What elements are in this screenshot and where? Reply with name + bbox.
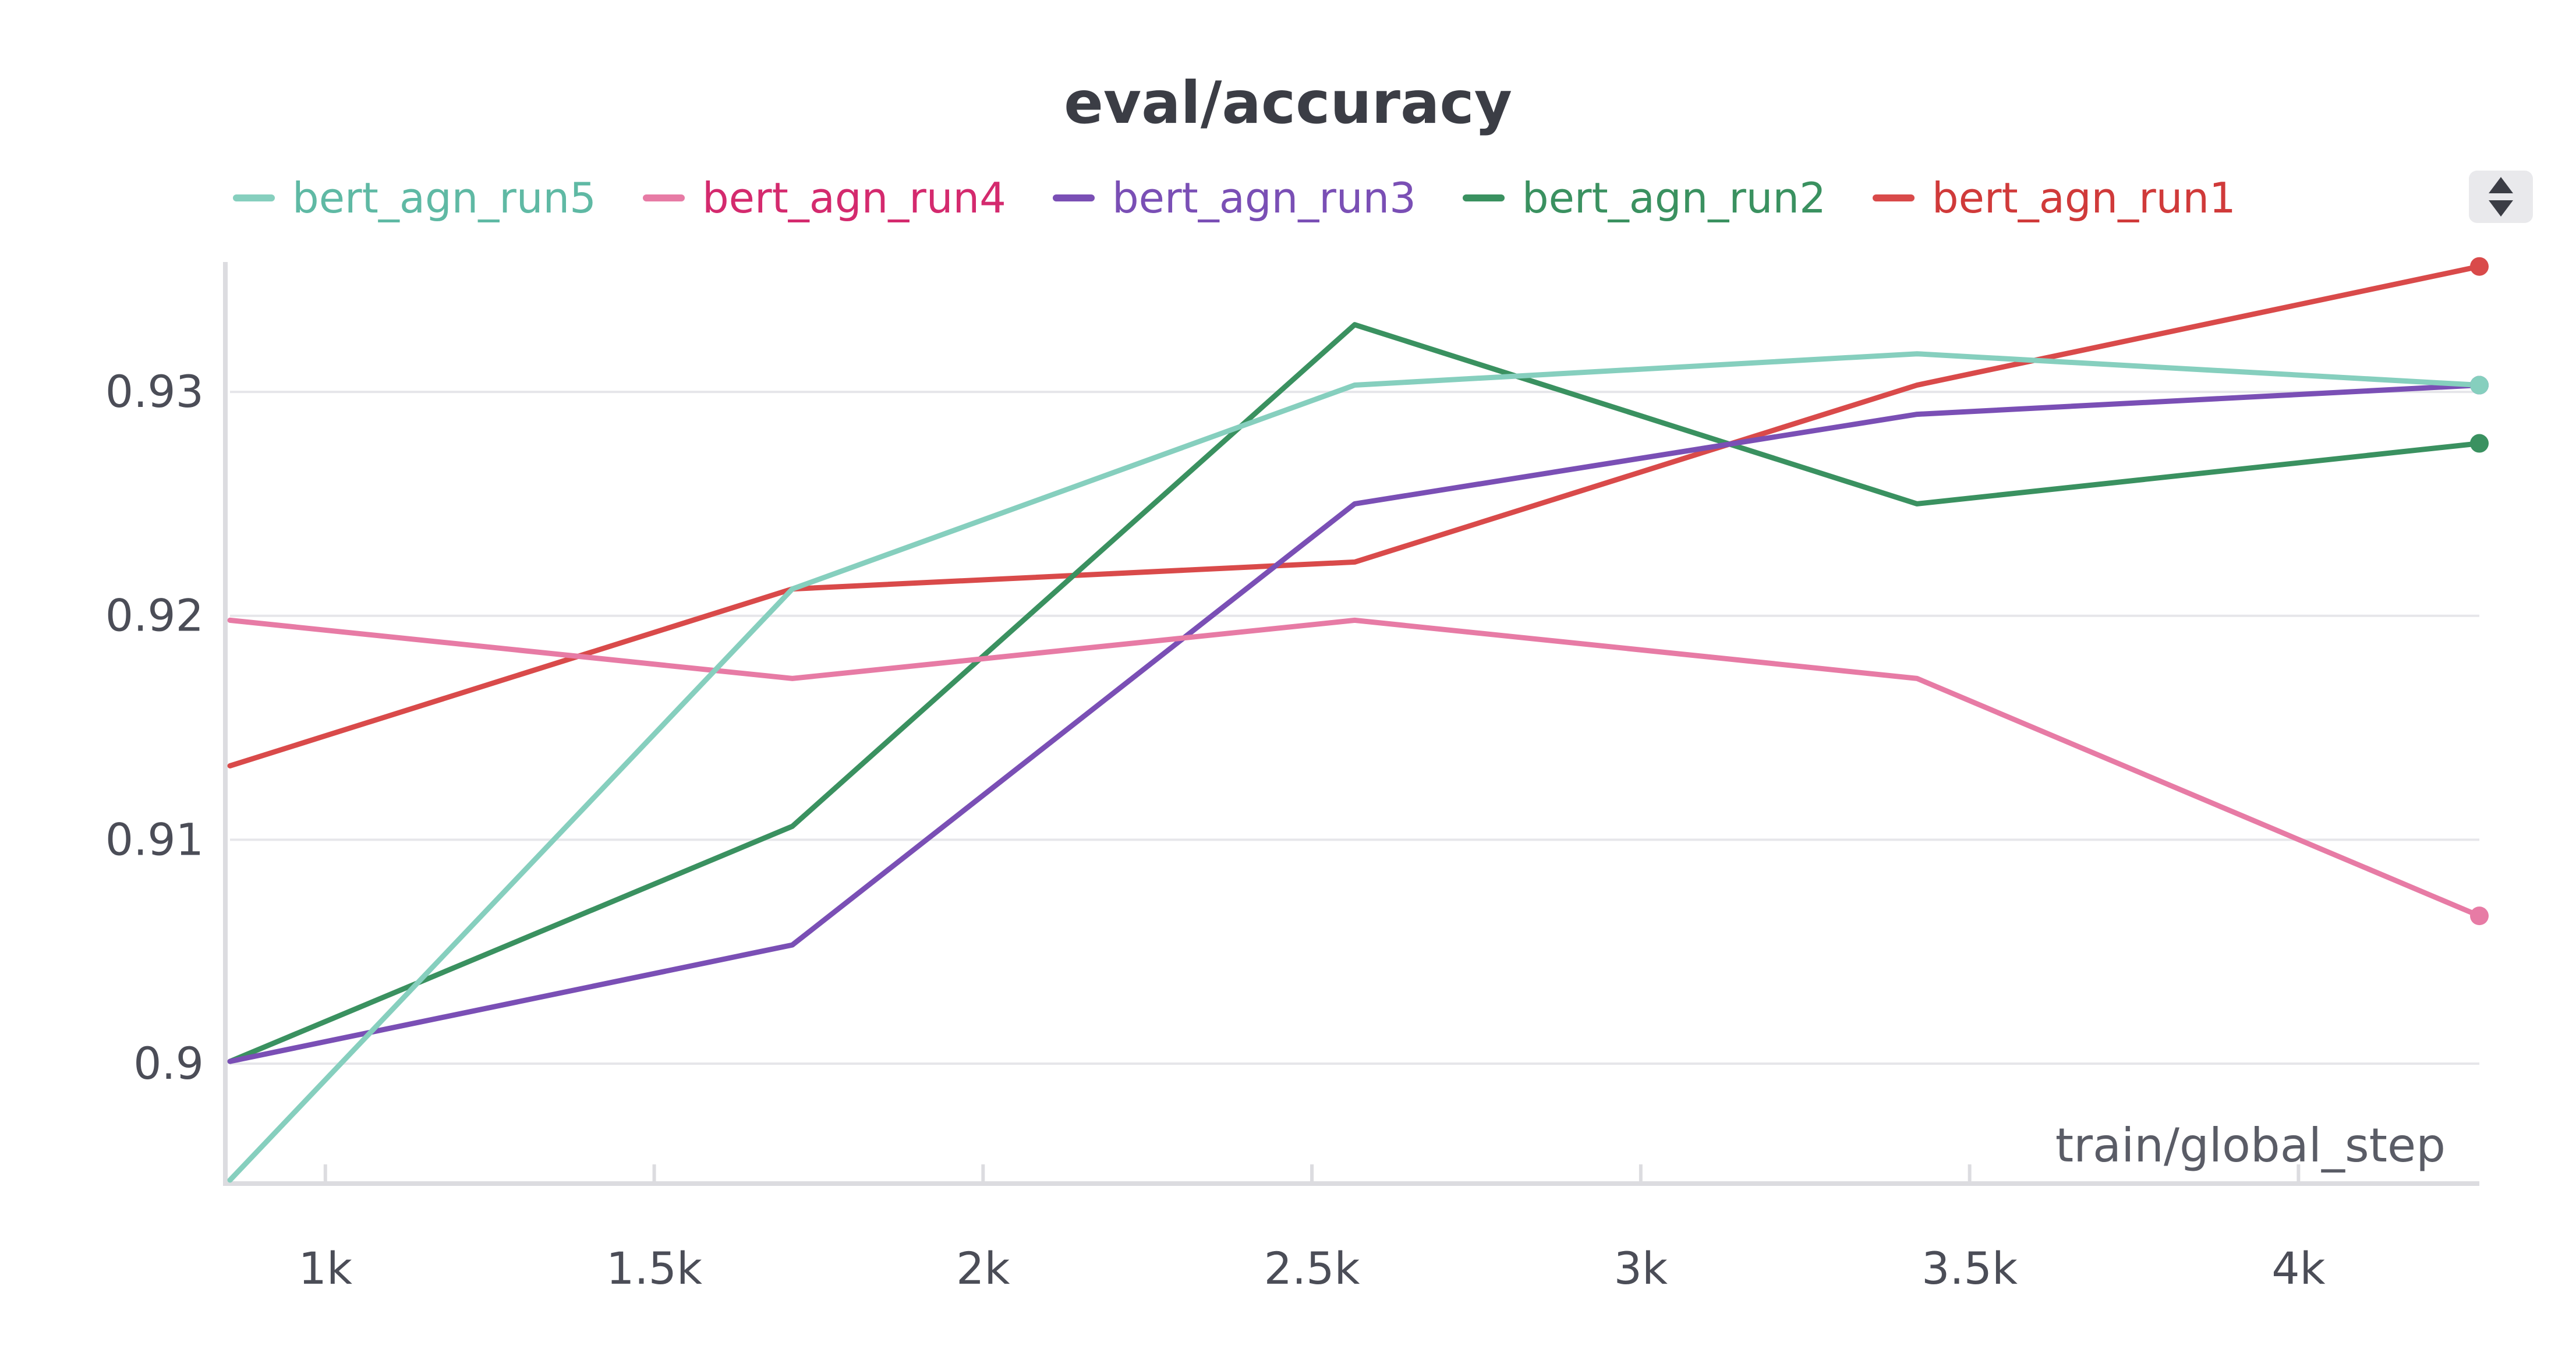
legend-label: bert_agn_run2 [1521, 173, 1826, 222]
x-axis-title: train/global_step [2055, 1118, 2446, 1173]
legend-swatch [1462, 194, 1505, 201]
legend-item-bert_agn_run4[interactable]: bert_agn_run4 [642, 173, 1006, 222]
legend-item-bert_agn_run1[interactable]: bert_agn_run1 [1872, 173, 2236, 222]
chart-title: eval/accuracy [1064, 69, 1512, 137]
series-endpoint-bert_agn_run2 [2470, 434, 2489, 453]
series-line-bert_agn_run2 [227, 322, 2482, 1064]
legend: bert_agn_run5 bert_agn_run4 bert_agn_run3 b… [233, 172, 2283, 224]
legend-item-bert_agn_run2[interactable]: bert_agn_run2 [1462, 173, 1826, 222]
legend-label: bert_agn_run4 [702, 173, 1006, 222]
x-tick-label: 2k [956, 1242, 1010, 1294]
legend-swatch [1052, 194, 1095, 201]
x-tick-label: 3.5k [1922, 1242, 2018, 1294]
series-endpoint-bert_agn_run4 [2470, 906, 2489, 926]
legend-label: bert_agn_run5 [292, 173, 596, 222]
series-endpoint-bert_agn_run5 [2470, 376, 2489, 395]
series-line-bert_agn_run5 [227, 351, 2482, 1183]
x-tick-label: 1k [299, 1242, 352, 1294]
y-tick-label: 0.92 [105, 590, 204, 642]
x-tick-label: 2.5k [1264, 1242, 1360, 1294]
legend-item-bert_agn_run3[interactable]: bert_agn_run3 [1052, 173, 1416, 222]
legend-swatch [642, 194, 685, 201]
legend-label: bert_agn_run3 [1112, 173, 1416, 222]
legend-swatch [1872, 194, 1915, 201]
sort-updown-icon [2489, 177, 2513, 217]
y-tick-label: 0.91 [105, 813, 204, 865]
series-line-bert_agn_run4 [227, 617, 2482, 919]
legend-label: bert_agn_run1 [1931, 173, 2236, 222]
x-tick-label: 4k [2271, 1242, 2325, 1294]
series-line-bert_agn_run3 [227, 382, 2482, 1064]
y-tick-label: 0.9 [133, 1037, 204, 1089]
legend-item-bert_agn_run5[interactable]: bert_agn_run5 [233, 173, 596, 222]
series-endpoint-bert_agn_run1 [2470, 257, 2489, 276]
x-tick-label: 3k [1614, 1242, 1668, 1294]
legend-swatch [233, 194, 275, 201]
series-line-bert_agn_run1 [227, 264, 2482, 768]
x-tick-label: 1.5k [606, 1242, 702, 1294]
legend-sort-toggle[interactable] [2469, 171, 2533, 223]
y-tick-label: 0.93 [105, 366, 204, 417]
